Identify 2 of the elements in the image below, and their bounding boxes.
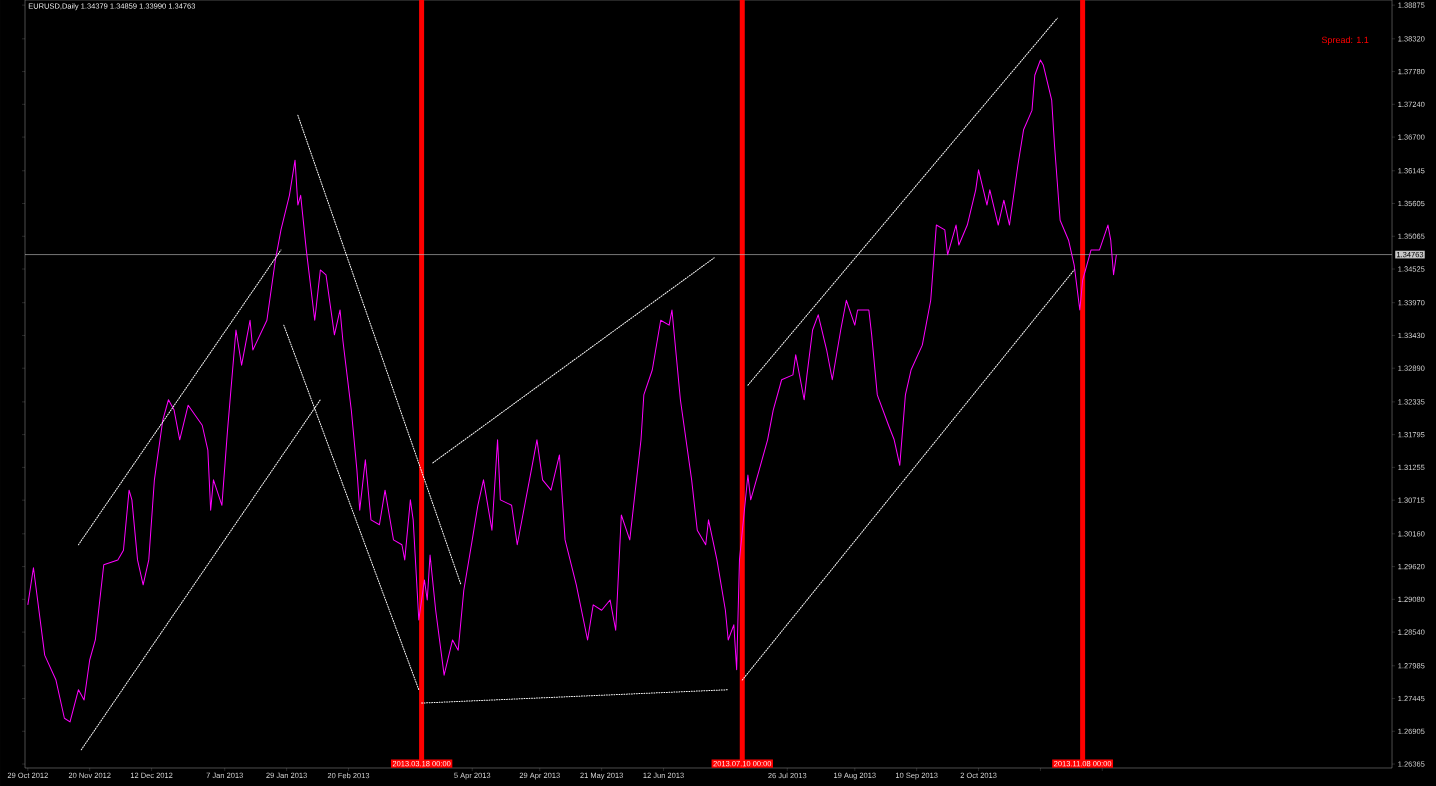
line-series <box>27 59 1117 723</box>
annotation: Spread: 1.1 <box>1321 36 1369 45</box>
